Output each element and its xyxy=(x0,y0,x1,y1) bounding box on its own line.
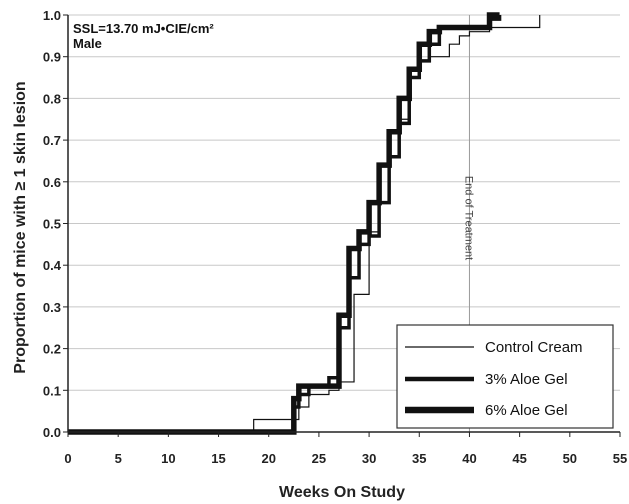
x-tick-label: 55 xyxy=(613,451,627,466)
y-tick-label: 0.3 xyxy=(43,300,61,315)
x-tick-label: 0 xyxy=(64,451,71,466)
x-tick-label: 35 xyxy=(412,451,426,466)
y-tick-label: 0.7 xyxy=(43,133,61,148)
x-tick-label: 15 xyxy=(211,451,225,466)
x-tick-labels: 0 5 10 15 20 25 30 35 40 45 50 55 xyxy=(64,432,627,466)
series-6pct-aloe-gel xyxy=(68,12,500,435)
y-tick-label: 0.9 xyxy=(43,50,61,65)
y-tick-label: 0.4 xyxy=(43,258,62,273)
x-axis-title: Weeks On Study xyxy=(279,484,405,501)
y-tick-label: 1.0 xyxy=(43,8,61,23)
y-tick-label: 0.8 xyxy=(43,91,61,106)
y-tick-label: 0.0 xyxy=(43,425,61,440)
chart-annotation-sex: Male xyxy=(73,36,102,51)
grid-lines xyxy=(68,14,620,433)
legend-label-control: Control Cream xyxy=(485,339,583,356)
y-tick-label: 0.1 xyxy=(43,383,61,398)
legend-label-6pct: 6% Aloe Gel xyxy=(485,402,568,419)
x-tick-label: 30 xyxy=(362,451,376,466)
x-tick-label: 45 xyxy=(512,451,526,466)
y-axis-title: Proportion of mice with ≥ 1 skin lesion xyxy=(12,81,29,373)
x-tick-label: 5 xyxy=(115,451,122,466)
legend-box xyxy=(396,324,614,429)
chart-annotation-ssl: SSL=13.70 mJ•CIE/cm² xyxy=(73,21,214,36)
x-tick-label: 20 xyxy=(261,451,275,466)
y-tick-label: 0.6 xyxy=(43,175,61,190)
legend: Control Cream 3% Aloe Gel 6% Aloe Gel xyxy=(396,324,614,429)
x-tick-label: 40 xyxy=(462,451,476,466)
x-tick-label: 50 xyxy=(563,451,577,466)
end-of-treatment-label: End of Treatment xyxy=(462,176,474,260)
y-tick-label: 0.2 xyxy=(43,342,61,357)
x-tick-label: 25 xyxy=(312,451,326,466)
x-tick-label: 10 xyxy=(161,451,175,466)
y-tick-labels: 0.0 0.1 0.2 0.3 0.4 0.5 0.6 0.7 0.8 0.9 1.0 xyxy=(43,8,68,440)
y-tick-label: 0.5 xyxy=(43,217,61,232)
legend-label-3pct: 3% Aloe Gel xyxy=(485,371,568,388)
series-group xyxy=(68,12,541,435)
